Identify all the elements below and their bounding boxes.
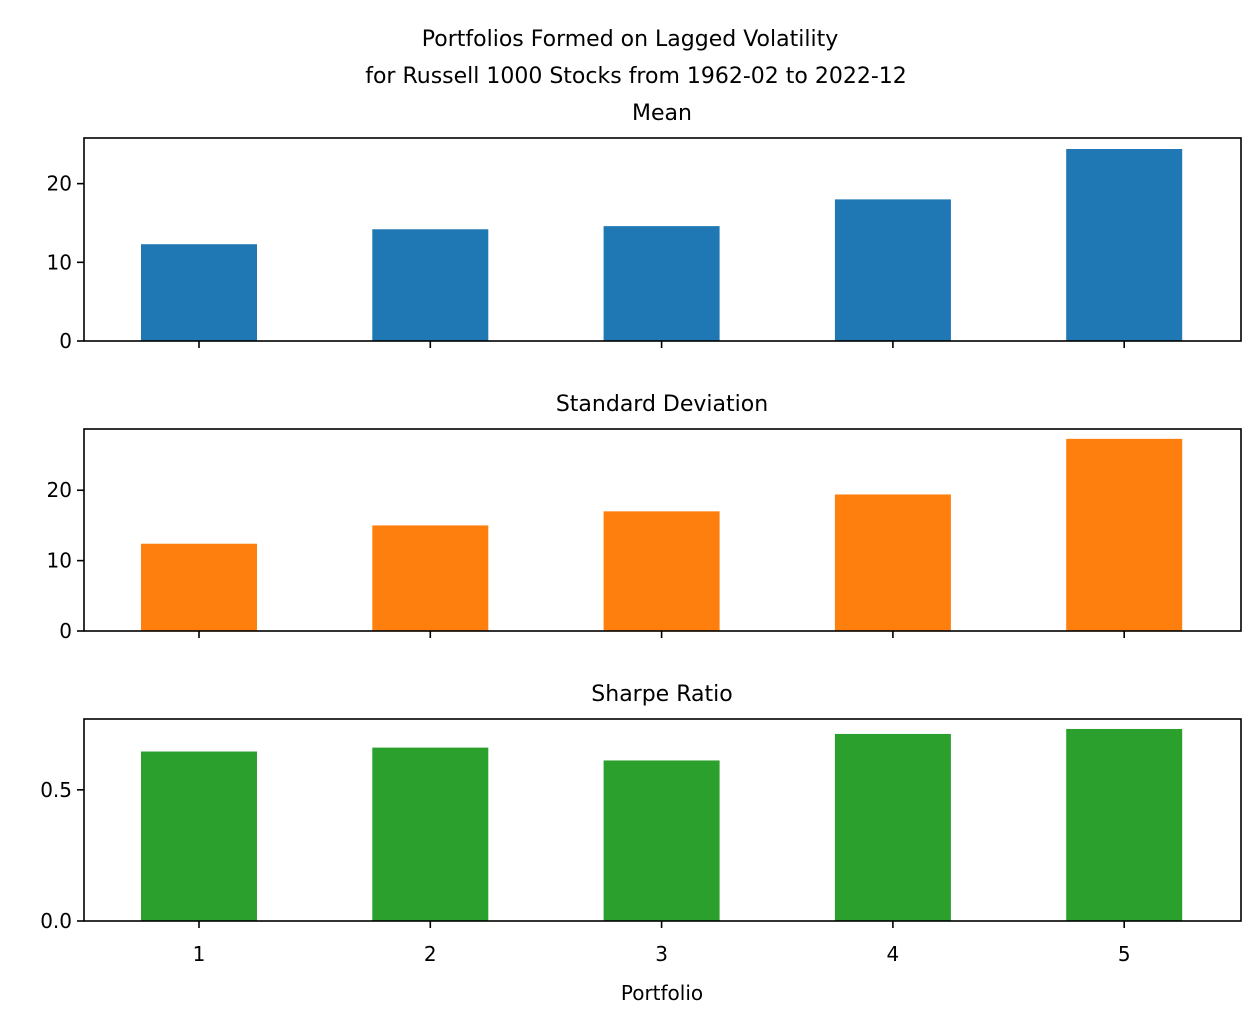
bar-2 bbox=[372, 747, 489, 921]
y-tick-label: 0.0 bbox=[40, 909, 72, 933]
bar-4 bbox=[834, 199, 951, 341]
bar-1 bbox=[141, 751, 257, 921]
figure-title-line-2: for Russell 1000 Stocks from 1962-02 to … bbox=[365, 64, 907, 89]
figure-title-line-1: Portfolios Formed on Lagged Volatility bbox=[422, 27, 838, 52]
bar-4 bbox=[834, 494, 951, 631]
bar-3 bbox=[603, 511, 720, 631]
subplot-1: Mean 0 10 20 bbox=[47, 101, 1242, 353]
x-tick-label: 3 bbox=[655, 942, 668, 966]
x-tick-label: 5 bbox=[1118, 942, 1131, 966]
bar-1 bbox=[141, 543, 257, 631]
subplot-panels: Mean 0 10 20 Standard Deviation 0 10 20 Sharpe R… bbox=[40, 101, 1242, 966]
bar-5 bbox=[1066, 149, 1183, 341]
y-tick-label: 10 bbox=[47, 250, 72, 274]
subplot-2: Standard Deviation 0 10 20 bbox=[47, 392, 1242, 643]
axes-frame bbox=[83, 428, 1242, 632]
x-tick-label: 4 bbox=[887, 942, 900, 966]
bar-5 bbox=[1066, 728, 1183, 921]
y-tick-label: 20 bbox=[47, 172, 72, 196]
x-tick-label: 1 bbox=[193, 942, 206, 966]
bar-3 bbox=[603, 226, 720, 341]
y-tick-label: 0 bbox=[59, 619, 72, 643]
x-axis-label: Portfolio bbox=[621, 981, 703, 1005]
bar-4 bbox=[834, 733, 951, 921]
y-tick-label: 0 bbox=[59, 329, 72, 353]
subplot-title: Mean bbox=[632, 101, 692, 126]
bar-1 bbox=[141, 244, 257, 341]
subplot-title: Sharpe Ratio bbox=[591, 682, 732, 707]
subplot-title: Standard Deviation bbox=[556, 392, 768, 417]
y-tick-label: 10 bbox=[47, 549, 72, 573]
axes-frame bbox=[83, 137, 1242, 342]
bar-3 bbox=[603, 760, 720, 921]
bar-5 bbox=[1066, 438, 1183, 631]
bar-2 bbox=[372, 525, 489, 631]
x-tick-label: 2 bbox=[424, 942, 437, 966]
y-tick-label: 20 bbox=[47, 478, 72, 502]
subplot-3: Sharpe Ratio 0.0 0.5 1 2 3 4 5 bbox=[40, 682, 1242, 966]
bar-2 bbox=[372, 229, 489, 341]
axes-frame bbox=[83, 718, 1242, 922]
y-tick-label: 0.5 bbox=[40, 778, 72, 802]
